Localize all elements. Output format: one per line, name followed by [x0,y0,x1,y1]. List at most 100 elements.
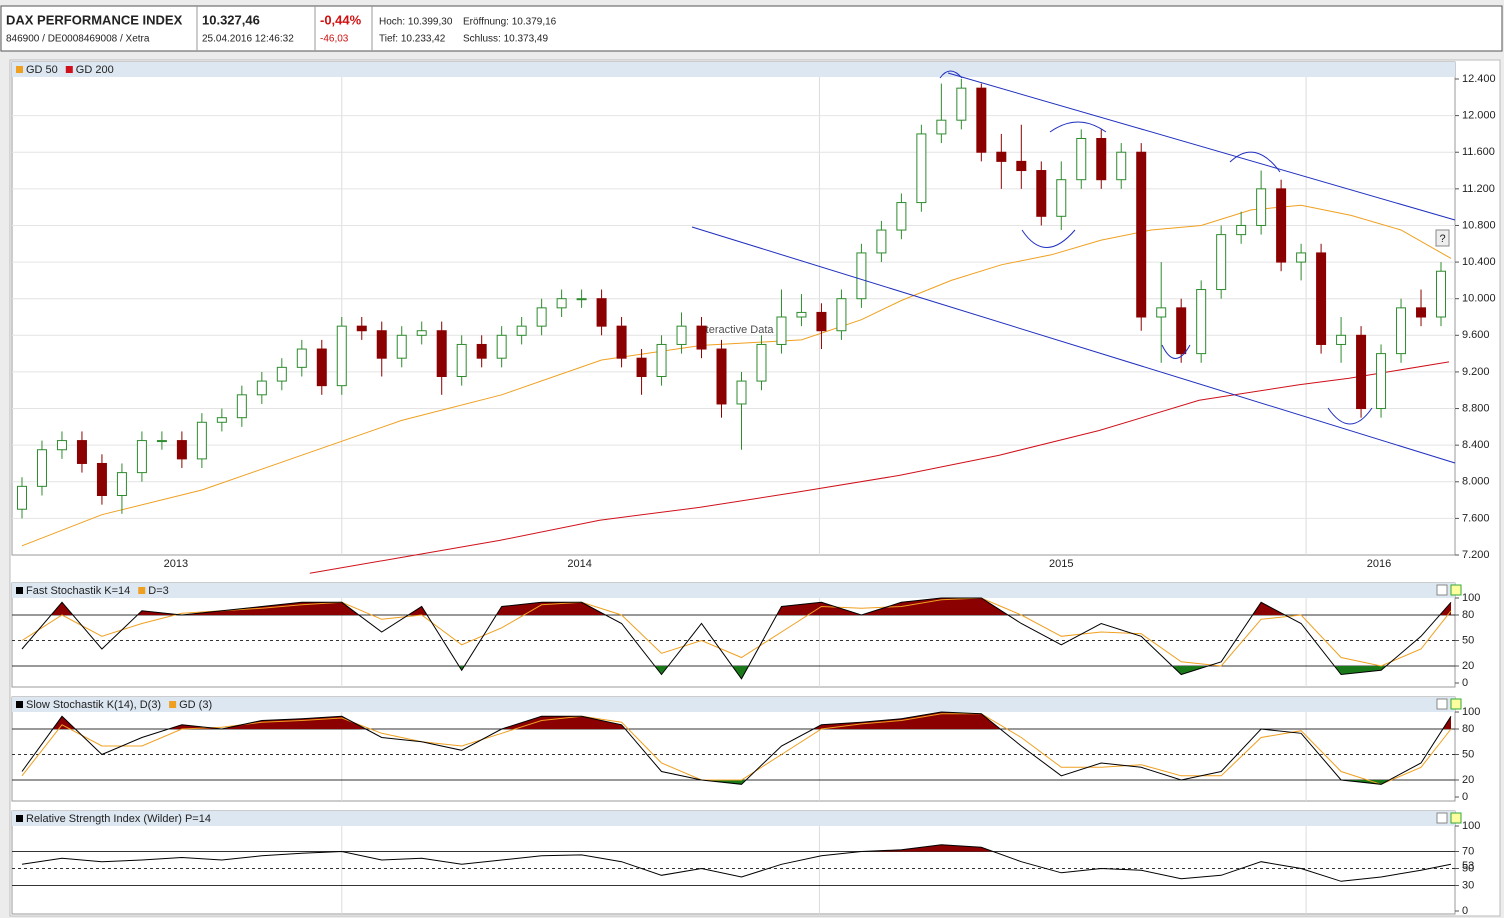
y-tick-label: 50 [1462,862,1474,874]
last-price: 10.327,46 [202,12,260,27]
candle-body [656,343,667,378]
panel-button[interactable] [1436,812,1448,824]
panel-button[interactable] [1436,584,1448,596]
legend-label: GD (3) [179,699,212,711]
candle-body [276,366,287,382]
candle-body [1176,307,1187,355]
candle-body [596,298,607,327]
panel-header [12,583,1455,598]
candle-body [956,87,967,121]
panel: 0 20 50 80 100 Fast Stochastik K=14 D=3 [11,582,1480,689]
y-tick-label: 8.400 [1462,439,1490,451]
x-tick-label: 2013 [164,558,188,570]
candle-body [1356,334,1367,410]
candle-body [636,357,647,378]
candle-body [56,440,67,451]
candle-body [856,252,867,300]
help-button[interactable] [1435,229,1450,247]
change-percent: -0,44% [320,12,362,27]
candle-body [136,440,147,474]
candle-body [876,229,887,254]
candle-body [1216,234,1227,291]
candle-body [1256,188,1267,226]
y-tick-label: 8.800 [1462,402,1490,414]
legend-swatch [169,701,177,708]
legend-swatch [65,66,73,73]
panel: 7.200 7.600 8.000 8.400 8.800 9.200 9.600 10.00… [11,61,1496,574]
y-tick-label: 100 [1462,706,1480,718]
candle-body [996,151,1007,162]
candle-body [256,380,267,396]
y-tick-label: 20 [1462,660,1474,672]
y-tick-label: 50 [1462,748,1474,760]
y-tick-label: 8.000 [1462,476,1490,488]
arc-drawing [1327,407,1373,425]
candle-body [396,334,407,359]
day-high: Hoch: 10.399,30 [379,17,453,28]
candle-body [1336,334,1347,345]
arc-drawing [1161,344,1191,359]
y-tick-label: 30 [1462,879,1474,891]
candle-body [316,348,327,387]
help-icon: ? [1439,233,1445,245]
legend-label: GD 200 [76,64,114,76]
y-tick-label: 12.400 [1462,73,1496,85]
indicator-line [21,597,1452,667]
y-tick-label: 0 [1462,791,1468,803]
candle-body [1196,289,1207,355]
candle-body [576,298,587,301]
panel: 0 20 50 80 100 Slow Stochastik K(14), D(3) GD … [11,696,1480,803]
candle-body [416,330,427,336]
legend-label: Slow Stochastik K(14), D(3) [26,699,161,711]
y-tick-label: 7.200 [1462,549,1490,561]
candle-body [756,343,767,382]
panel-buttons [1436,584,1462,824]
arc-drawing [939,70,963,79]
candle-body [976,87,987,153]
y-tick-label: 100 [1462,820,1480,832]
panel-button[interactable] [1436,698,1448,710]
current-value: 53 [1462,860,1474,872]
candle-body [496,334,507,359]
candle-body [336,325,347,387]
moving-average [21,204,1452,547]
panel-close[interactable] [1450,812,1462,824]
candle-body [1396,307,1407,355]
prev-close: Schluss: 10.373,49 [463,34,548,45]
candle-body [456,343,467,378]
candle-body [736,380,747,405]
candle-body [616,325,627,359]
candle-body [1096,138,1107,181]
candle-body [716,348,727,405]
candle-body [816,311,827,332]
trend-line [947,72,1456,221]
y-tick-label: 12.000 [1462,110,1496,122]
candle-body [1236,224,1247,236]
panel: 0 30 50 70 100 53 Relative Strength Index (Wil… [11,810,1480,917]
panel-close[interactable] [1450,698,1462,710]
y-tick-label: 9.600 [1462,329,1490,341]
panel-close[interactable] [1450,584,1462,596]
x-tick-label: 2014 [567,558,591,570]
day-low: Tief: 10.233,42 [379,34,446,45]
legend-swatch [16,66,23,73]
candle-body [516,325,527,336]
header-box [0,5,1503,52]
indicator-line [21,713,1452,785]
legend-label: Fast Stochastik K=14 [26,585,130,597]
arc-drawing [1229,151,1281,173]
candle-body [1136,151,1147,318]
trend-line [691,226,1456,464]
indicator-line [21,597,1452,680]
candle-body [796,311,807,318]
panel-header [12,811,1455,826]
legend-label: Relative Strength Index (Wilder) P=14 [26,813,211,825]
candle-body [696,325,707,350]
candle-body [116,472,127,497]
y-tick-label: 70 [1462,845,1474,857]
candle-body [1376,353,1387,410]
instrument-id: 846900 / DE0008469008 / Xetra [6,34,150,45]
candle-body [16,485,27,510]
legend-swatch [16,701,23,708]
